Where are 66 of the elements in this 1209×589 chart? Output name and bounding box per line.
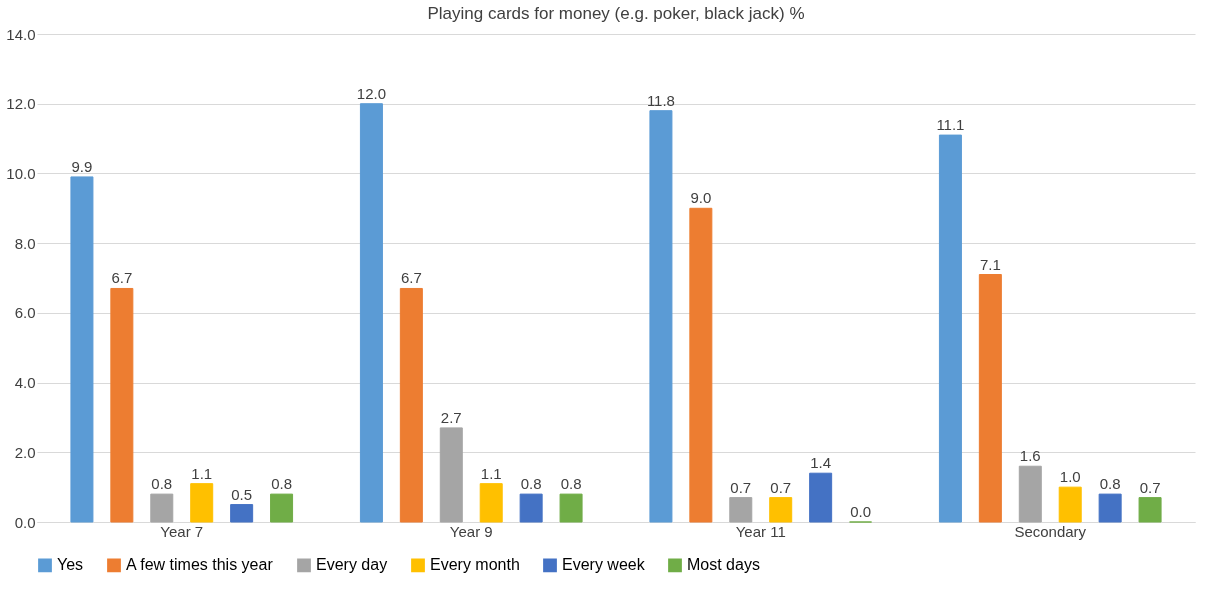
bar xyxy=(729,497,753,523)
bar xyxy=(978,274,1002,523)
bar xyxy=(559,493,583,523)
data-label: 0.8 xyxy=(520,475,542,493)
bar xyxy=(110,287,134,523)
chart-title: Playing cards for money (e.g. poker, black jack) % xyxy=(427,4,805,23)
data-label: 0.8 xyxy=(151,475,173,493)
bar xyxy=(519,493,543,523)
data-label: 9.0 xyxy=(690,189,712,207)
data-label: 0.7 xyxy=(1139,478,1161,496)
data-label: 0.8 xyxy=(560,475,582,493)
data-label: 0.0 xyxy=(850,503,872,520)
bar xyxy=(70,176,94,523)
bar xyxy=(439,427,463,523)
bar xyxy=(689,207,713,523)
bar xyxy=(938,134,962,523)
data-label: 1.4 xyxy=(810,454,832,472)
data-label: 0.8 xyxy=(1099,475,1121,493)
y-tick-label: 4.0 xyxy=(14,374,36,392)
x-tick-label: Year 11 xyxy=(735,522,786,540)
x-tick-label: Year 7 xyxy=(160,522,204,540)
data-label: 9.9 xyxy=(71,157,93,175)
legend-label: Most days xyxy=(687,556,760,574)
bar xyxy=(649,110,673,523)
data-label: 2.7 xyxy=(440,408,462,426)
data-label: 1.1 xyxy=(191,464,213,482)
bar xyxy=(190,483,214,523)
legend-label: A few times this year xyxy=(126,556,274,574)
data-label: 12.0 xyxy=(356,84,387,102)
data-label: 0.7 xyxy=(770,478,792,496)
data-label: 1.6 xyxy=(1019,447,1041,465)
data-label: 6.7 xyxy=(111,269,133,287)
y-tick-label: 0.0 xyxy=(14,513,36,531)
legend-label: Yes xyxy=(57,556,84,574)
data-label: 6.7 xyxy=(400,269,422,287)
bar xyxy=(1018,465,1042,523)
y-tick-label: 6.0 xyxy=(14,304,36,322)
bar xyxy=(1098,493,1122,523)
bar xyxy=(399,287,423,523)
legend-label: Every week xyxy=(562,556,646,574)
bar xyxy=(809,472,833,523)
bar xyxy=(230,504,254,523)
bar xyxy=(479,483,503,523)
legend-label: Every month xyxy=(430,556,520,574)
x-tick-label: Secondary xyxy=(1014,522,1087,540)
data-label: 11.1 xyxy=(936,116,965,134)
data-label: 7.1 xyxy=(979,255,1001,273)
y-tick-label: 2.0 xyxy=(14,443,36,461)
data-label: 0.5 xyxy=(231,485,253,503)
data-label: 0.8 xyxy=(271,475,293,493)
data-label: 11.8 xyxy=(646,91,675,109)
data-label: 1.0 xyxy=(1059,468,1081,486)
bar xyxy=(1058,486,1082,523)
data-label: 1.1 xyxy=(480,464,502,482)
bar xyxy=(359,103,383,523)
bar xyxy=(1138,497,1162,523)
bar xyxy=(270,493,294,523)
bar xyxy=(769,497,793,523)
x-tick-label: Year 9 xyxy=(449,522,493,540)
legend-label: Every day xyxy=(316,556,388,574)
y-tick-label: 14.0 xyxy=(6,25,36,43)
bar xyxy=(150,493,174,523)
y-tick-label: 12.0 xyxy=(6,95,36,113)
data-label: 0.7 xyxy=(730,478,752,496)
y-tick-label: 10.0 xyxy=(6,164,36,182)
y-tick-label: 8.0 xyxy=(14,234,36,252)
